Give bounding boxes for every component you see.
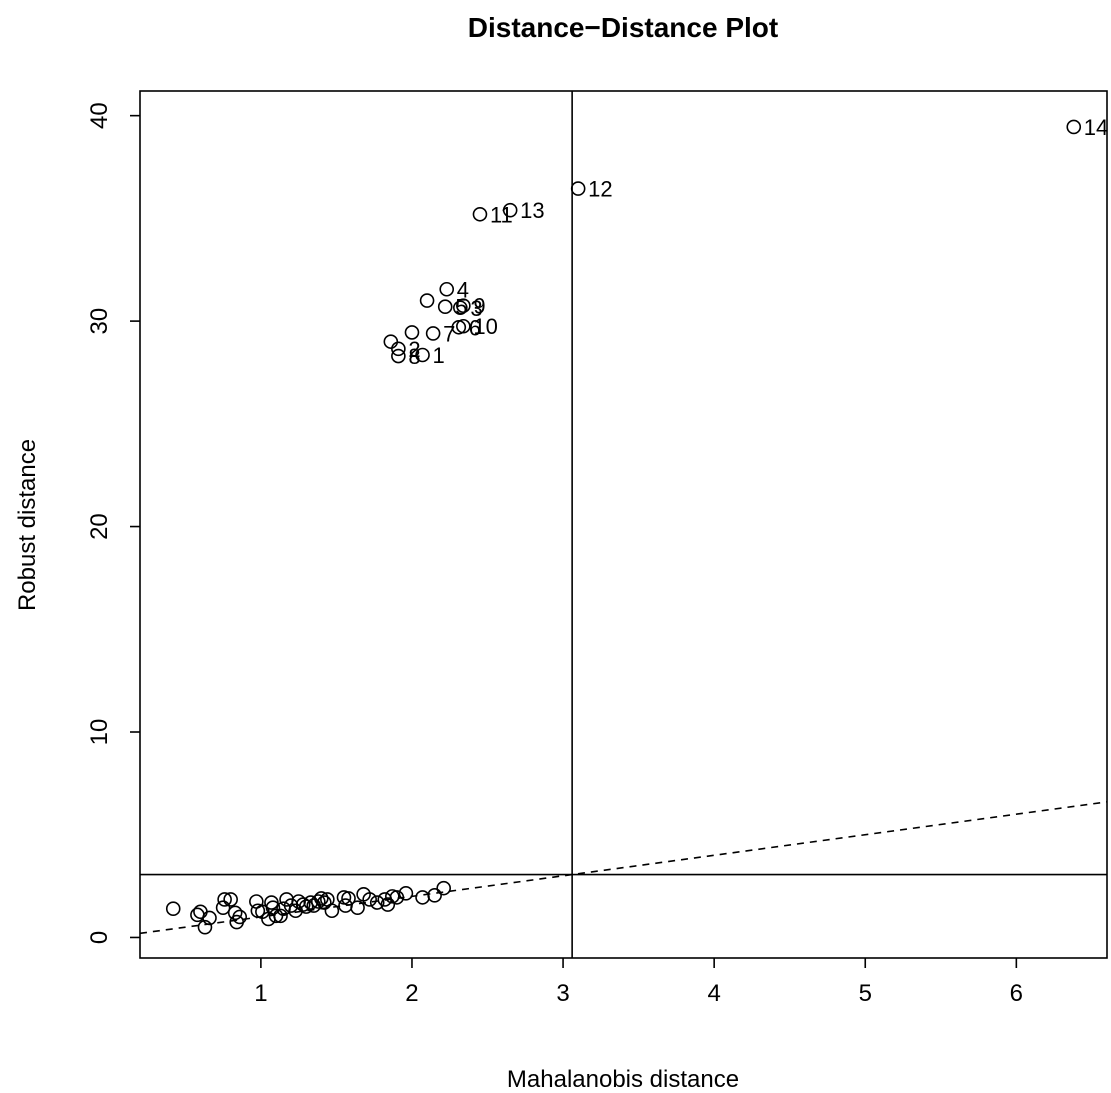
data-point (570, 181, 586, 196)
data-point (223, 892, 238, 907)
data-point (369, 895, 385, 910)
point-label-12: 12 (588, 177, 612, 202)
x-tick-label: 3 (556, 980, 569, 1007)
point-label-7: 7 (443, 321, 455, 346)
point-label-3: 3 (470, 296, 482, 321)
x-tick-label: 2 (405, 980, 418, 1007)
point-label-1: 1 (433, 343, 445, 368)
data-point (427, 888, 442, 903)
data-point (391, 348, 406, 364)
data-point (298, 899, 314, 914)
data-point (419, 293, 435, 308)
y-tick-label: 30 (86, 308, 113, 335)
data-point (383, 334, 399, 349)
data-point (398, 885, 414, 901)
point-label-14: 14 (1084, 115, 1108, 140)
data-point (437, 299, 453, 315)
data-point (265, 900, 281, 915)
y-axis-label: Robust distance (14, 439, 41, 611)
data-point (380, 897, 396, 912)
data-point (202, 910, 217, 926)
data-point (415, 347, 430, 363)
x-tick-label: 6 (1010, 980, 1023, 1007)
plot-frame (139, 90, 1108, 959)
x-tick-label: 1 (254, 980, 267, 1007)
y-tick-label: 20 (86, 513, 113, 540)
data-point (217, 892, 232, 907)
y-tick-label: 0 (86, 931, 113, 944)
data-point (324, 903, 340, 919)
data-point (283, 898, 299, 913)
data-point (350, 900, 365, 915)
y-tick-label: 40 (86, 102, 113, 129)
data-point (295, 897, 311, 912)
data-point (456, 298, 471, 313)
data-point (415, 890, 430, 905)
point-label-4: 4 (457, 277, 469, 302)
x-tick-label: 5 (859, 980, 872, 1007)
data-point (197, 919, 213, 935)
data-point (425, 326, 441, 341)
data-point (193, 904, 208, 920)
data-point (456, 318, 471, 334)
data-point (291, 894, 306, 909)
point-label-2: 2 (408, 337, 420, 362)
data-point (215, 900, 231, 915)
data-point (1066, 119, 1082, 135)
data-point (404, 325, 420, 340)
data-point (165, 901, 181, 916)
data-point (362, 892, 377, 907)
data-point (502, 202, 518, 218)
y-tick-label: 10 (86, 719, 113, 746)
reference-line-dashed (140, 801, 1107, 935)
data-point (227, 905, 243, 921)
data-point (310, 894, 326, 909)
point-label-10: 10 (473, 314, 497, 339)
data-point (314, 891, 329, 906)
data-point (338, 898, 353, 913)
data-point (389, 890, 405, 905)
x-tick-label: 4 (707, 980, 720, 1007)
data-point (232, 909, 248, 925)
point-label-9: 9 (473, 294, 485, 319)
x-axis-label: Mahalanobis distance (507, 1066, 739, 1093)
data-point (439, 281, 455, 297)
data-point (436, 880, 451, 896)
data-point (317, 895, 332, 910)
point-label-13: 13 (520, 198, 544, 223)
point-label-8: 8 (408, 344, 420, 369)
chart-title: Distance−Distance Plot (468, 12, 778, 43)
data-point (273, 908, 288, 924)
data-point (341, 891, 356, 906)
point-label-11: 11 (490, 202, 513, 227)
data-point (190, 907, 205, 923)
data-point (472, 206, 488, 222)
point-label-6: 6 (469, 315, 481, 340)
data-point (453, 300, 468, 316)
